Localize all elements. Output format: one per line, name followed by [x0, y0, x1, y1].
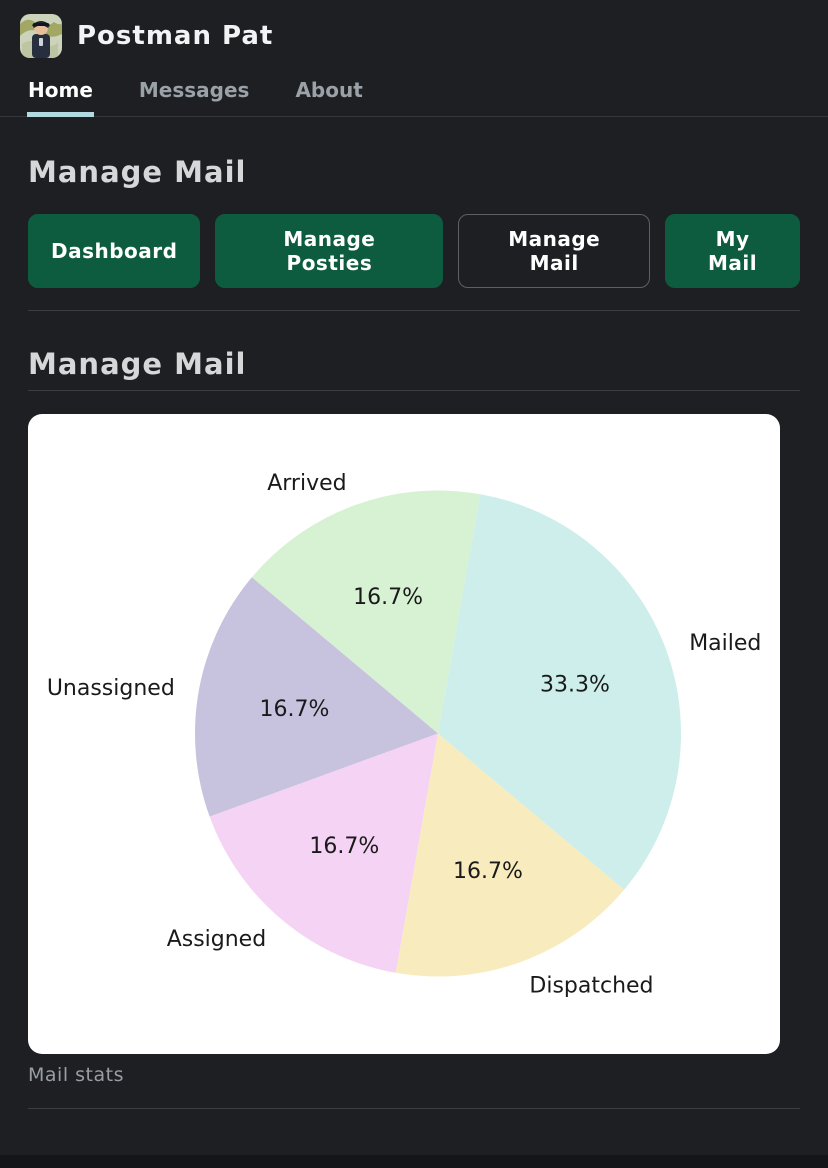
my-mail-button[interactable]: My Mail	[665, 214, 800, 288]
nav-tab-about[interactable]: About	[295, 78, 363, 102]
nav-tab-home[interactable]: Home	[27, 78, 94, 117]
page-title: Manage Mail	[28, 155, 247, 189]
postman-pat-avatar-image	[20, 14, 62, 58]
app-header: Postman Pat	[0, 0, 828, 58]
manage-posties-button[interactable]: Manage Posties	[215, 214, 444, 288]
divider	[28, 1108, 800, 1109]
footer-bar	[0, 1155, 828, 1168]
pie-slice-assigned	[209, 733, 438, 973]
chart-caption: Mail stats	[28, 1064, 124, 1086]
pie-slice-mailed	[438, 494, 682, 890]
pie-percent-arrived: 16.7%	[353, 585, 423, 610]
pie-slice-dispatched	[395, 733, 625, 977]
pie-percent-dispatched: 16.7%	[453, 859, 523, 884]
pie-label-unassigned: Unassigned	[47, 676, 175, 701]
pie-label-dispatched: Dispatched	[529, 973, 653, 998]
mail-stats-pie-chart: 33.3% Mailed 16.7% Arrived 16.7% Unassigned 16…	[47, 471, 762, 998]
pie-percent-assigned: 16.7%	[309, 834, 379, 859]
brand-avatar[interactable]	[20, 14, 62, 58]
manage-mail-button[interactable]: Manage Mail	[458, 214, 651, 288]
pie-label-mailed: Mailed	[689, 631, 761, 656]
pie-label-assigned: Assigned	[167, 927, 267, 952]
nav-tabs: Home Messages About	[0, 78, 828, 117]
dashboard-button[interactable]: Dashboard	[28, 214, 201, 288]
chart-card: 33.3% Mailed 16.7% Arrived 16.7% Unassigned 16…	[28, 414, 780, 1054]
pie-percent-unassigned: 16.7%	[259, 697, 329, 722]
pie-slice-unassigned	[194, 577, 438, 817]
app-title: Postman Pat	[77, 21, 274, 51]
pie-percent-mailed: 33.3%	[540, 672, 610, 697]
nav-tab-messages[interactable]: Messages	[138, 78, 250, 102]
main-content: Manage Mail Dashboard Manage Posties Manag…	[0, 155, 828, 1109]
pie-slice-arrived	[251, 490, 481, 734]
divider	[28, 310, 800, 311]
divider	[28, 390, 800, 391]
section-title: Manage Mail	[28, 347, 247, 381]
pie-label-arrived: Arrived	[267, 471, 346, 496]
toolbar: Dashboard Manage Posties Manage Mail My Mai…	[28, 214, 800, 288]
